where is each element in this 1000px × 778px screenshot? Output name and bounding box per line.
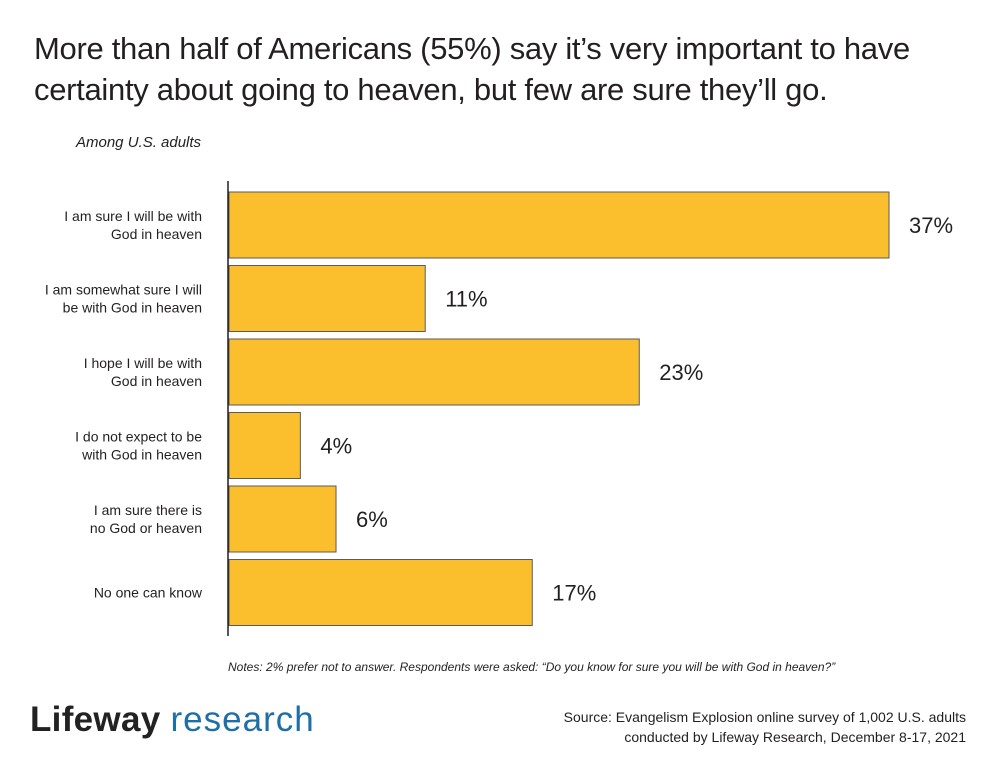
chart-subtitle: Among U.S. adults xyxy=(76,134,202,151)
category-label-5-line-1: I am sure there is xyxy=(94,502,202,518)
bar-3 xyxy=(228,338,640,406)
logo-brand: Lifeway xyxy=(30,700,161,739)
category-label-5-line-2: no God or heaven xyxy=(90,520,202,536)
data-label-3: 23% xyxy=(659,360,703,385)
source-note: Source: Evangelism Explosion online surv… xyxy=(564,707,966,747)
logo-research: research xyxy=(170,700,315,739)
bar-6 xyxy=(228,559,533,626)
bar-1 xyxy=(228,191,890,259)
data-label-1: 37% xyxy=(909,213,953,238)
data-label-2: 11% xyxy=(445,287,487,312)
source-line-1: Source: Evangelism Explosion online surv… xyxy=(563,709,966,725)
lifeway-research-logo: Lifeway research xyxy=(30,700,315,740)
data-label-5: 6% xyxy=(356,507,388,532)
chart-title: More than half of Americans (55%) say it… xyxy=(34,31,910,107)
data-label-4: 4% xyxy=(320,434,352,459)
category-label-1-line-2: God in heaven xyxy=(111,226,202,242)
source-line-2: conducted by Lifeway Research, December … xyxy=(624,729,966,745)
bar-5 xyxy=(228,485,337,553)
bar-4 xyxy=(228,412,301,479)
category-label-6-line-1: No one can know xyxy=(94,585,203,601)
category-label-2-line-2: be with God in heaven xyxy=(63,300,202,316)
category-label-4-line-1: I do not expect to be xyxy=(75,429,202,445)
category-label-2-line-1: I am somewhat sure I will xyxy=(45,282,202,298)
data-label-6: 17% xyxy=(552,581,596,606)
category-label-3-line-2: God in heaven xyxy=(111,373,202,389)
category-label-4-line-2: with God in heaven xyxy=(81,447,202,463)
bar-2 xyxy=(228,265,426,332)
category-label-1-line-1: I am sure I will be with xyxy=(64,208,202,224)
category-label-3-line-1: I hope I will be with xyxy=(84,355,202,371)
chart-notes: Notes: 2% prefer not to answer. Responde… xyxy=(228,660,836,674)
